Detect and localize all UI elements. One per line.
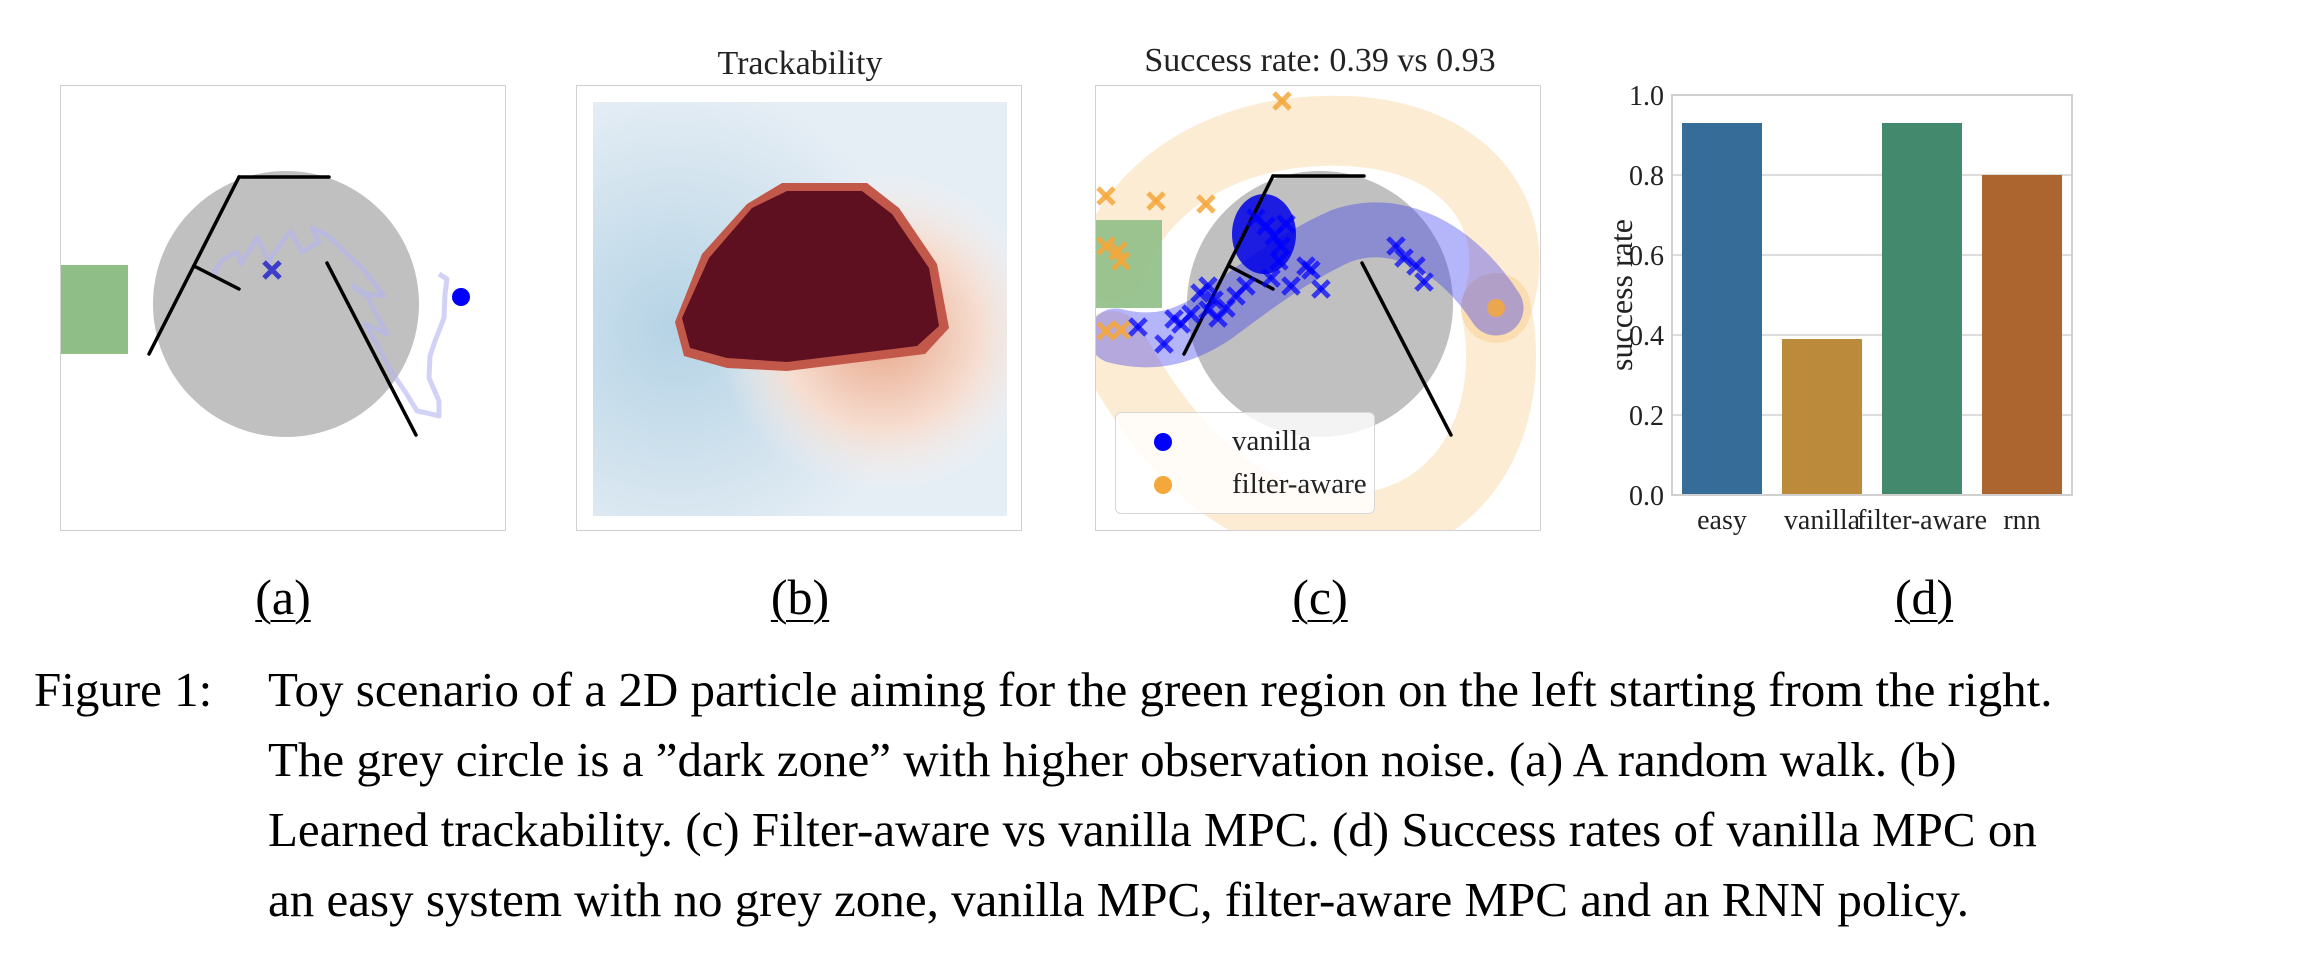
x-tick-label: rnn: [2003, 505, 2040, 536]
filter-aware-end-marker: [1111, 251, 1131, 271]
panel-a-plot: [61, 171, 470, 437]
walls: [147, 175, 418, 437]
vanilla-end-marker: [1406, 256, 1426, 276]
vanilla-end-marker: [1281, 276, 1301, 296]
vanilla-end-marker: [1190, 283, 1210, 303]
vanilla-end-marker: [1246, 208, 1266, 228]
panel-b-axes: [576, 85, 1022, 531]
panel-a-label: (a): [255, 569, 311, 625]
wall-branch: [192, 264, 241, 291]
filter-aware-end-marker: [1111, 320, 1131, 340]
caption-line-2: The grey circle is a ”dark zone” with hi…: [268, 732, 1957, 787]
panel-c-title: Success rate: 0.39 vs 0.93: [1144, 42, 1496, 79]
caption-line-4: an easy system with no grey zone, vanill…: [268, 872, 1969, 927]
vanilla-end-marker: [1386, 236, 1406, 256]
y-axis-label: success rate: [1603, 219, 1639, 371]
goal-region: [1096, 220, 1162, 308]
legend-label-vanilla: vanilla: [1232, 425, 1311, 457]
vanilla-end-marker: [1271, 236, 1291, 256]
vanilla-end-marker: [1154, 334, 1174, 354]
goal-region: [61, 265, 128, 354]
caption-line-3: Learned trackability. (c) Filter-aware v…: [268, 802, 2037, 857]
y-tick-label: 0.0: [1629, 481, 1664, 512]
vanilla-end-marker: [1269, 251, 1289, 271]
x-tick-label: filter-aware: [1857, 505, 1987, 536]
wall-right: [325, 261, 418, 437]
vanilla-end-marker: [1414, 272, 1434, 292]
trackability-heatmap: [593, 102, 1007, 516]
filter-aware-end-marker: [1096, 186, 1116, 206]
bar-vanilla: [1782, 339, 1862, 495]
filter-aware-end-marker: [1196, 194, 1216, 214]
vanilla-end-marker: [1128, 317, 1148, 337]
success-rate-bar-chart: 0.0 0.2 0.4 0.6 0.8 1.0 easy vanillafilter-awa…: [1603, 81, 2073, 536]
end-markers: [1096, 91, 1434, 354]
heatmap-high-region: [682, 191, 939, 362]
legend: vanilla filter-aware: [1115, 412, 1375, 514]
start-point: [452, 288, 470, 306]
vanilla-end-marker: [1164, 309, 1184, 329]
vanilla-cluster: [1232, 194, 1296, 274]
panel-c-label: (c): [1292, 569, 1348, 625]
filter-aware-end-marker: [1146, 191, 1166, 211]
end-marker-x: [262, 260, 282, 280]
vanilla-end-marker: [1276, 214, 1296, 234]
vanilla-end-marker: [1261, 268, 1281, 288]
vanilla-end-marker: [1236, 276, 1256, 296]
panel-d-label: (d): [1894, 569, 1954, 625]
figure-number: Figure 1:: [34, 662, 213, 717]
legend-marker-filter-aware: [1154, 475, 1172, 494]
legend-marker-vanilla: [1154, 432, 1172, 451]
vanilla-trajectories: [1096, 202, 1524, 368]
y-tick-label: 1.0: [1629, 81, 1664, 112]
x-tick-label: easy: [1697, 505, 1747, 536]
caption-line-1: Toy scenario of a 2D particle aiming for…: [268, 662, 2053, 717]
wall-right: [1360, 261, 1453, 437]
y-tick-label: 0.8: [1629, 161, 1664, 192]
vanilla-end-marker: [1394, 248, 1414, 268]
random-walk-trajectory: [210, 225, 450, 419]
y-tick-label: 0.2: [1629, 401, 1664, 432]
bar-rnn: [1982, 175, 2062, 495]
vanilla-end-marker: [1311, 279, 1331, 299]
filter-aware-end-marker: [1096, 236, 1116, 256]
legend-item-vanilla: vanilla: [1116, 425, 1311, 458]
bar-chart-frame: [1671, 94, 2073, 496]
legend-label-filter-aware: filter-aware: [1232, 468, 1367, 500]
dark-zone-circle: [153, 171, 419, 437]
y-tick-label: 0.4: [1629, 321, 1664, 352]
vanilla-end-marker: [1301, 260, 1321, 280]
y-tick-label: 0.6: [1629, 241, 1664, 272]
x-tick-label: vanilla: [1784, 505, 1861, 536]
panel-b-label: (b): [770, 569, 830, 625]
filter-aware-end-marker: [1272, 91, 1292, 111]
bar-easy: [1682, 123, 1762, 495]
panel-a-axes: [60, 85, 506, 531]
bar-filter-aware: [1882, 123, 1962, 495]
filter-aware-start-point: [1487, 299, 1505, 317]
vanilla-end-marker: [1204, 290, 1224, 310]
legend-item-filter-aware: filter-aware: [1116, 468, 1367, 501]
panel-b-title: Trackability: [717, 45, 883, 82]
